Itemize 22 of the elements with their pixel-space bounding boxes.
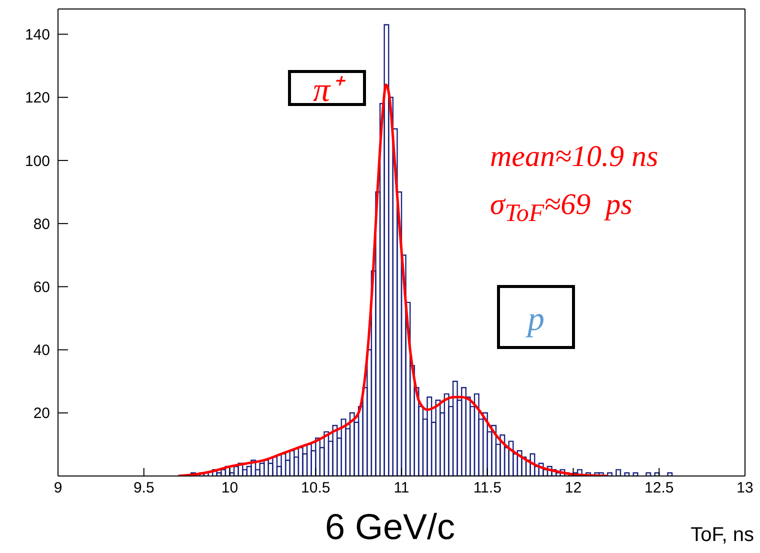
y-tick-label: 80 (33, 216, 50, 233)
y-tick-label: 60 (33, 279, 50, 296)
annotation: mean≈10.9 ns (490, 140, 658, 174)
x-tick-label: 11 (394, 480, 410, 497)
text: 6 GeV/c (325, 506, 456, 548)
annotation: p (497, 285, 575, 349)
x-tick-label: 10.5 (301, 480, 330, 497)
x-tick-label: 12 (564, 480, 582, 497)
x-tick-label: 11.5 (473, 480, 502, 497)
y-tick-label: 20 (33, 405, 50, 422)
x-axis-title: ToF, ns (690, 524, 754, 547)
x-tick-label: 13 (736, 480, 754, 497)
x-tick-label: 9 (54, 480, 62, 497)
annotation: π⁺ (288, 70, 366, 109)
y-tick-label: 100 (24, 152, 50, 170)
x-tick-label: 10 (221, 480, 238, 497)
y-tick-label: 140 (24, 26, 50, 44)
x-tick-label: 9.5 (133, 480, 154, 497)
x-tick-label: 12.5 (644, 480, 674, 497)
y-tick-label: 120 (24, 90, 50, 107)
y-tick-label: 40 (33, 342, 50, 360)
annotation: σ$_{ToF}$≈69 ps (490, 188, 632, 228)
